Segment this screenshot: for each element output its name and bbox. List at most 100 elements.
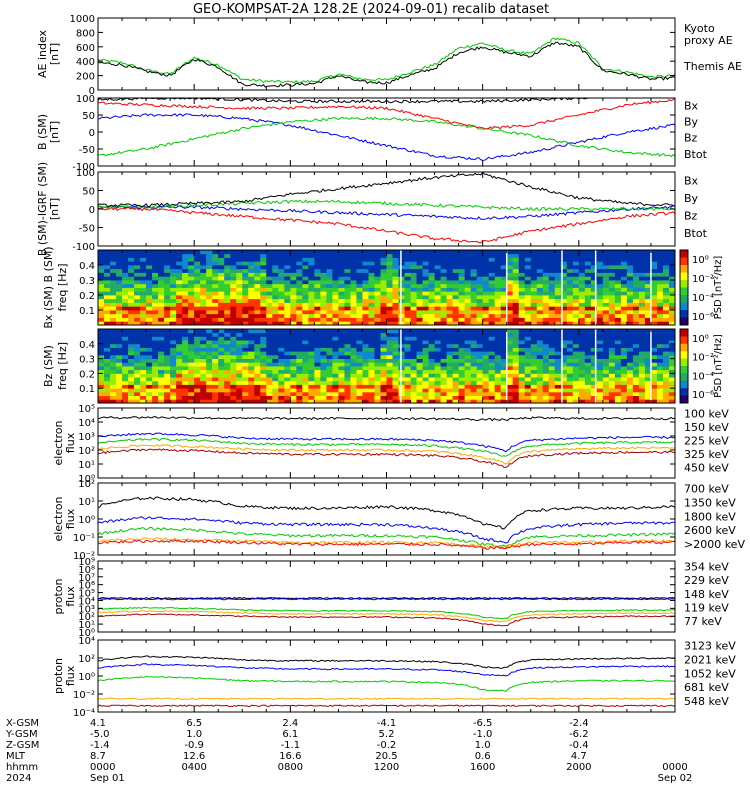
spectrogram-cell xyxy=(578,395,586,400)
spectrogram-cell xyxy=(368,280,375,285)
spectrogram-cell xyxy=(464,369,472,374)
spectrogram-cell xyxy=(98,250,105,255)
spectrogram-cell xyxy=(368,295,375,300)
spectrogram-cell xyxy=(584,351,592,356)
spectrogram-cell xyxy=(668,272,676,277)
spectrogram-cell xyxy=(614,351,622,356)
legend-entry: 225 keV xyxy=(684,434,729,447)
spectrogram-cell xyxy=(560,276,568,281)
spectrogram-cell xyxy=(104,265,111,270)
spectrogram-cell xyxy=(506,391,514,396)
spectrogram-cell xyxy=(374,261,381,266)
spectrogram-cell xyxy=(620,283,628,288)
spectrogram-cell xyxy=(572,340,580,345)
spectrogram-cell xyxy=(152,298,159,303)
spectrogram-cell xyxy=(272,272,279,277)
spectrogram-cell xyxy=(314,351,321,356)
spectrogram-cell xyxy=(212,291,219,296)
legend-entry: 77 keV xyxy=(684,615,722,628)
spectrogram-cell xyxy=(368,329,375,334)
spectrogram-cell xyxy=(236,395,243,400)
spectrogram-cell xyxy=(146,332,153,337)
spectrogram-cell xyxy=(554,268,562,273)
spectrogram-cell xyxy=(362,257,369,262)
spectrogram-cell xyxy=(566,313,574,318)
spectrogram-cell xyxy=(260,329,267,334)
spectrogram-cell xyxy=(116,399,123,404)
spectrogram-cell xyxy=(128,340,135,345)
spectrogram-cell xyxy=(452,295,460,300)
spectrogram-cell xyxy=(230,388,237,393)
spectrogram-cell xyxy=(98,295,105,300)
spectrogram-cell xyxy=(542,358,550,363)
spectrogram-cell xyxy=(98,358,105,363)
spectrogram-cell xyxy=(668,373,676,378)
spectrogram-cell xyxy=(122,253,129,258)
spectrogram-cell xyxy=(422,268,429,273)
spectrogram-cell xyxy=(260,313,267,318)
spectrogram-cell xyxy=(446,332,454,337)
spectrogram-cell xyxy=(464,265,472,270)
spectrogram-cell xyxy=(506,373,514,378)
spectrogram-cell xyxy=(536,306,544,311)
spectrogram-cell xyxy=(518,313,526,318)
spectrogram-cell xyxy=(428,253,435,258)
spectrogram-cell xyxy=(440,362,447,367)
spectrogram-cell xyxy=(260,377,267,382)
spectrogram-cell xyxy=(158,261,165,266)
spectrogram-cell xyxy=(206,358,213,363)
spectrogram-cell xyxy=(200,354,207,359)
spectrogram-cell xyxy=(446,310,454,315)
spectrogram-cell xyxy=(512,295,520,300)
spectrogram-cell xyxy=(110,253,117,258)
spectrogram-cell xyxy=(620,358,628,363)
spectrogram-cell xyxy=(542,391,550,396)
spectrogram-cell xyxy=(650,317,658,322)
spectrogram-cell xyxy=(356,313,363,318)
spectrogram-cell xyxy=(548,343,556,348)
spectrogram-cell xyxy=(116,250,123,255)
spectrogram-cell xyxy=(332,347,339,352)
spectrogram-cell xyxy=(632,283,640,288)
spectrogram-cell xyxy=(548,280,556,285)
spectrogram-cell xyxy=(194,351,201,356)
spectrogram-cell xyxy=(122,287,129,292)
spectrogram-cell xyxy=(512,283,520,288)
series-line xyxy=(98,613,676,627)
spectrogram-cell xyxy=(668,302,676,307)
colorbar-segment xyxy=(680,351,688,360)
spectrogram-cell xyxy=(560,250,568,255)
spectrogram-cell xyxy=(626,380,634,385)
spectrogram-cell xyxy=(488,272,496,277)
spectrogram-cell xyxy=(248,399,255,404)
spectrogram-5 xyxy=(98,329,676,404)
spectrogram-cell xyxy=(206,280,213,285)
spectrogram-cell xyxy=(464,329,472,334)
spectrogram-cell xyxy=(482,295,490,300)
spectrogram-cell xyxy=(632,347,640,352)
spectrogram-cell xyxy=(236,366,243,371)
spectrogram-cell xyxy=(278,310,285,315)
spectrogram-cell xyxy=(260,336,267,341)
spectrogram-cell xyxy=(572,366,580,371)
spectrogram-cell xyxy=(464,388,472,393)
spectrogram-cell xyxy=(368,384,375,389)
spectrogram-cell xyxy=(566,377,574,382)
spectrogram-cell xyxy=(326,272,333,277)
spectrogram-cell xyxy=(584,291,592,296)
spectrogram-cell xyxy=(596,291,604,296)
spectrogram-cell xyxy=(656,391,664,396)
spectrogram-cell xyxy=(200,265,207,270)
spectrogram-cell xyxy=(218,329,225,334)
spectrogram-cell xyxy=(242,317,249,322)
spectrogram-cell xyxy=(428,366,435,371)
spectrogram-cell xyxy=(356,257,363,262)
spectrogram-cell xyxy=(518,272,526,277)
spectrogram-cell xyxy=(638,317,646,322)
spectrogram-cell xyxy=(236,310,243,315)
spectrogram-cell xyxy=(206,302,213,307)
spectrogram-cell xyxy=(224,317,231,322)
spectrogram-cell xyxy=(104,295,111,300)
spectrogram-cell xyxy=(578,257,586,262)
spectrogram-cell xyxy=(134,291,141,296)
